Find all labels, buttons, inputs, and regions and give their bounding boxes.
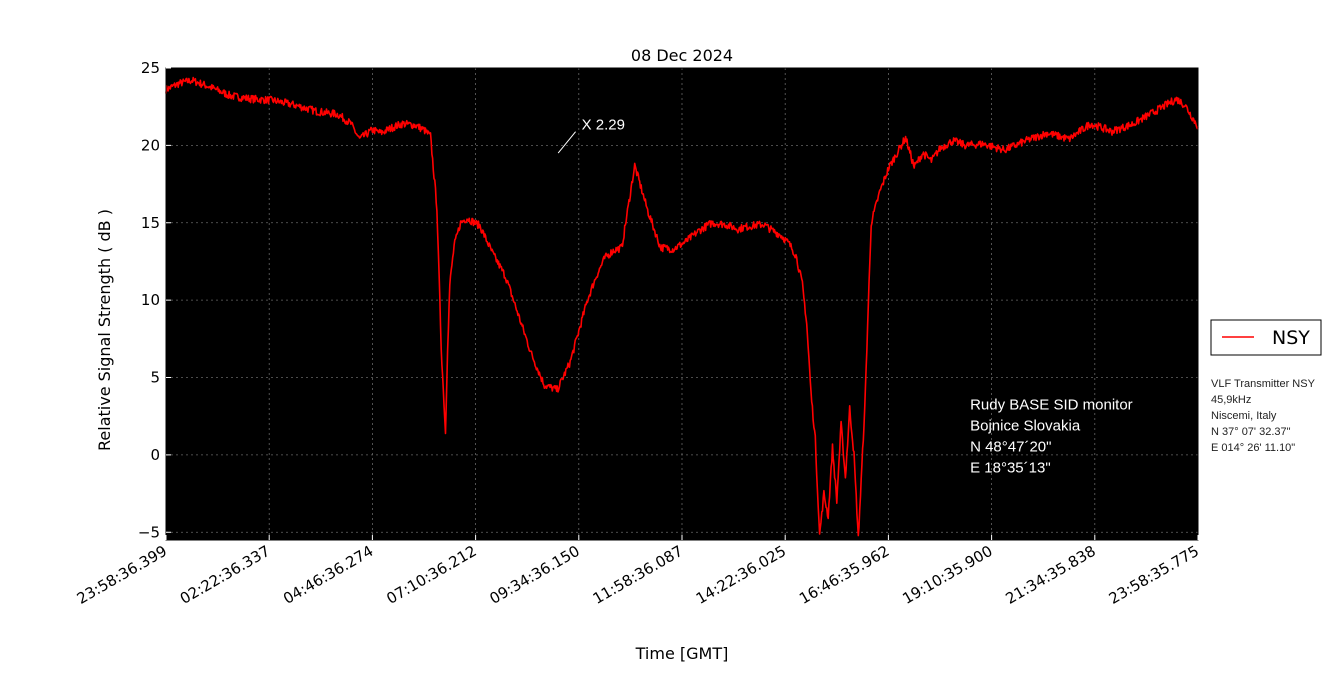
transmitter-info-line-3: Niscemi, Italy — [1211, 410, 1277, 422]
x-tick-label: 14:22:36.025 — [693, 542, 789, 608]
y-tick-label: 5 — [150, 369, 160, 387]
transmitter-info-line-2: 45,9kHz — [1211, 394, 1251, 406]
x-tick-label: 09:34:36.150 — [487, 542, 583, 608]
x-tick-label: 11:58:36.087 — [590, 542, 686, 608]
transmitter-info-line-1: VLF Transmitter NSY — [1211, 378, 1316, 390]
x-tick-label: 19:10:35.900 — [899, 542, 995, 608]
y-tick-label: −5 — [138, 523, 160, 541]
x-tick-label: 23:58:36.399 — [74, 542, 170, 608]
x-axis: 23:58:36.399 02:22:36.337 04:46:36.274 07:1… — [74, 535, 1202, 608]
x-axis-title: Time [GMT] — [635, 644, 729, 663]
chart-title: 08 Dec 2024 — [631, 46, 733, 65]
station-info-line-1: Rudy BASE SID monitor — [970, 396, 1133, 413]
y-tick-label: 10 — [141, 291, 160, 309]
x-tick-label: 16:46:35.962 — [796, 542, 892, 608]
station-info-line-3: N 48°47´20" — [970, 438, 1051, 455]
legend: NSY — [1210, 319, 1322, 356]
annotations: X 2.29 Rudy BASE SID monitor Bojnice Slova… — [557, 117, 1133, 476]
y-tick-label: 25 — [141, 59, 160, 77]
x-tick-label: 21:34:35.838 — [1003, 542, 1099, 608]
y-axis: 25 20 15 10 5 0 −5 — [138, 59, 171, 541]
transmitter-info-line-5: E 014° 26' 11.10" — [1211, 442, 1295, 454]
series-line-nsy — [165, 76, 1199, 537]
x-tick-label: 02:22:36.337 — [177, 542, 273, 608]
transmitter-info-line-4: N 37° 07' 32.37" — [1211, 426, 1291, 438]
legend-label-nsy: NSY — [1272, 327, 1310, 349]
x-tick-label: 23:58:35.775 — [1106, 542, 1202, 608]
y-tick-label: 20 — [141, 136, 160, 154]
y-axis-title: Relative Signal Strength ( dB ) — [95, 209, 114, 451]
x-tick-label: 07:10:36.212 — [383, 542, 479, 608]
flare-annotation-label: X 2.29 — [582, 117, 625, 134]
flare-annotation-pointer — [557, 131, 576, 154]
transmitter-info: VLF Transmitter NSY 45,9kHz Niscemi, Ita… — [1211, 378, 1316, 454]
y-tick-label: 0 — [150, 446, 160, 464]
y-tick-label: 15 — [141, 214, 160, 232]
x-tick-label: 04:46:36.274 — [280, 542, 376, 608]
station-info-line-4: E 18°35´13" — [970, 459, 1051, 476]
series-layer — [165, 76, 1199, 537]
station-info-line-2: Bojnice Slovakia — [970, 417, 1081, 434]
